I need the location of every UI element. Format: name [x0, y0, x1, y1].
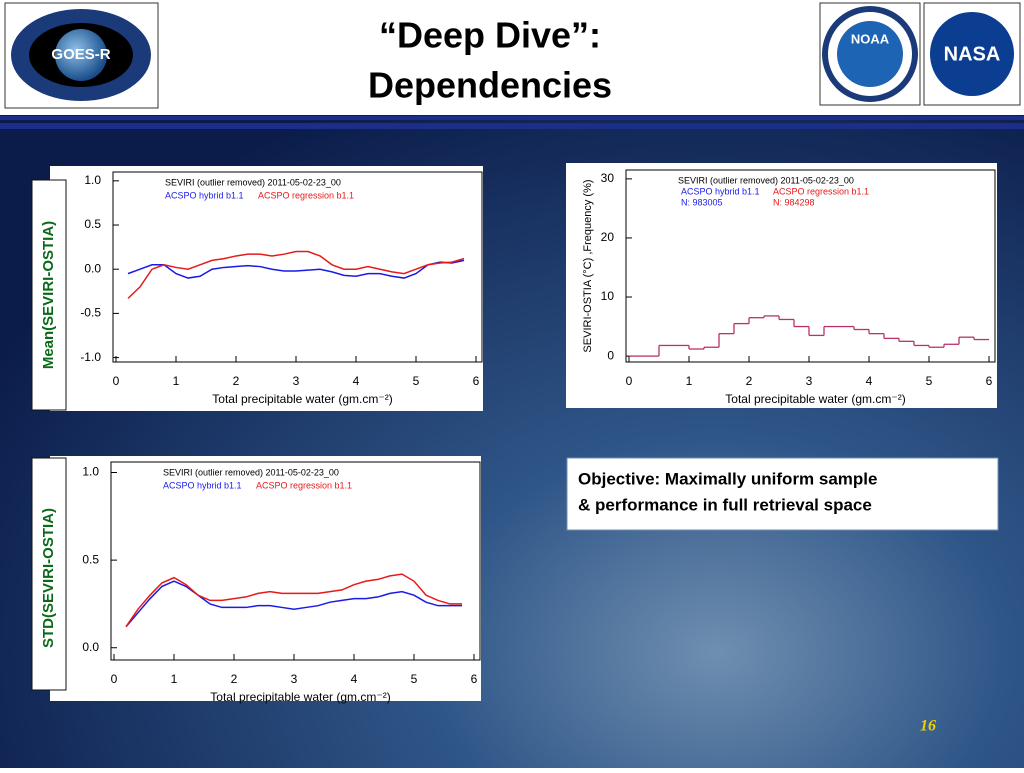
- logo-text: NASA: [944, 43, 1001, 65]
- x-tick-label: 4: [866, 374, 873, 388]
- x-tick-label: 2: [231, 672, 238, 686]
- y-tick-label: 0.5: [84, 217, 101, 231]
- data-line: [127, 250, 465, 299]
- plot-frame: [112, 171, 483, 363]
- x-axis-title: Total precipitable water (gm.cm⁻²): [725, 392, 905, 406]
- y-axis-title: STD(SEVIRI-OSTIA): [40, 508, 57, 648]
- y-axis-title: SEVIRI-OSTIA (°C) ,Frequency (%): [582, 179, 594, 352]
- ylabel-box: [31, 179, 67, 411]
- legend-entry: ACSPO regression b1.1: [256, 480, 352, 490]
- annotation: SEVIRI (outlier removed) 2011-05-02-23_0…: [163, 467, 339, 477]
- y-tick-label: -0.5: [80, 306, 101, 320]
- logo-earth: [55, 29, 107, 81]
- ylabel-box: [31, 457, 67, 691]
- objective-text: & performance in full retrieval space: [578, 495, 872, 514]
- y-tick-label: 0: [607, 348, 614, 362]
- x-tick-label: 5: [413, 374, 420, 388]
- y-tick-label: 0.0: [84, 261, 101, 275]
- x-tick-label: 6: [986, 374, 993, 388]
- legend-entry: ACSPO regression b1.1: [258, 190, 354, 200]
- x-tick-label: 2: [233, 374, 240, 388]
- chart-panel: [566, 163, 997, 408]
- plot-frame: [110, 461, 481, 661]
- x-tick-label: 5: [411, 672, 418, 686]
- legend-entry: ACSPO regression b1.1: [773, 186, 869, 196]
- plot-frame: [625, 169, 996, 363]
- x-tick-label: 1: [173, 374, 180, 388]
- y-tick-label: -1.0: [80, 350, 101, 364]
- chart-panel: [50, 456, 481, 701]
- annotation: SEVIRI (outlier removed) 2011-05-02-23_0…: [678, 175, 854, 185]
- x-tick-label: 0: [626, 374, 633, 388]
- x-tick-label: 5: [926, 374, 933, 388]
- annotation: SEVIRI (outlier removed) 2011-05-02-23_0…: [165, 177, 341, 187]
- y-tick-label: 1.0: [82, 465, 99, 479]
- x-tick-label: 1: [686, 374, 693, 388]
- logo-text: NOAA: [851, 31, 890, 46]
- chart-panel: [50, 166, 483, 411]
- x-tick-label: 3: [291, 672, 298, 686]
- page-number: 16: [920, 718, 936, 735]
- x-tick-label: 2: [746, 374, 753, 388]
- y-axis-title: Mean(SEVIRI-OSTIA): [40, 221, 57, 369]
- y-tick-label: 10: [601, 289, 615, 303]
- x-tick-label: 6: [473, 374, 480, 388]
- x-tick-label: 1: [171, 672, 178, 686]
- title: “Deep Dive”:: [379, 15, 601, 56]
- x-tick-label: 0: [111, 672, 118, 686]
- x-axis-title: Total precipitable water (gm.cm⁻²): [212, 392, 392, 406]
- logo-nasa: [930, 12, 1014, 96]
- x-axis-title: Total precipitable water (gm.cm⁻²): [210, 690, 390, 704]
- x-tick-label: 4: [351, 672, 358, 686]
- y-tick-label: 0.5: [82, 552, 99, 566]
- x-tick-label: 3: [806, 374, 813, 388]
- x-tick-label: 0: [113, 374, 120, 388]
- y-tick-label: 1.0: [84, 173, 101, 187]
- rule: [0, 123, 1024, 129]
- data-line: [125, 573, 462, 628]
- y-tick-label: 30: [601, 171, 615, 185]
- logo-text: GOES-R: [51, 46, 110, 63]
- legend-entry: ACSPO hybrid b1.1: [163, 480, 242, 490]
- x-tick-label: 3: [293, 374, 300, 388]
- objective-box: [566, 457, 999, 531]
- y-tick-label: 20: [601, 230, 615, 244]
- legend-entry: ACSPO hybrid b1.1: [681, 186, 760, 196]
- legend-entry: ACSPO hybrid b1.1: [165, 190, 244, 200]
- title: Dependencies: [368, 65, 612, 106]
- logo-noaa-inner: [837, 21, 903, 87]
- x-tick-label: 6: [471, 672, 478, 686]
- legend-count: N: 984298: [773, 197, 815, 207]
- legend-count: N: 983005: [681, 197, 723, 207]
- y-tick-label: 0.0: [82, 640, 99, 654]
- data-line: [127, 259, 465, 279]
- objective-text: Objective: Maximally uniform sample: [578, 469, 877, 488]
- data-line: [125, 580, 462, 628]
- rule: [0, 116, 1024, 120]
- x-tick-label: 4: [353, 374, 360, 388]
